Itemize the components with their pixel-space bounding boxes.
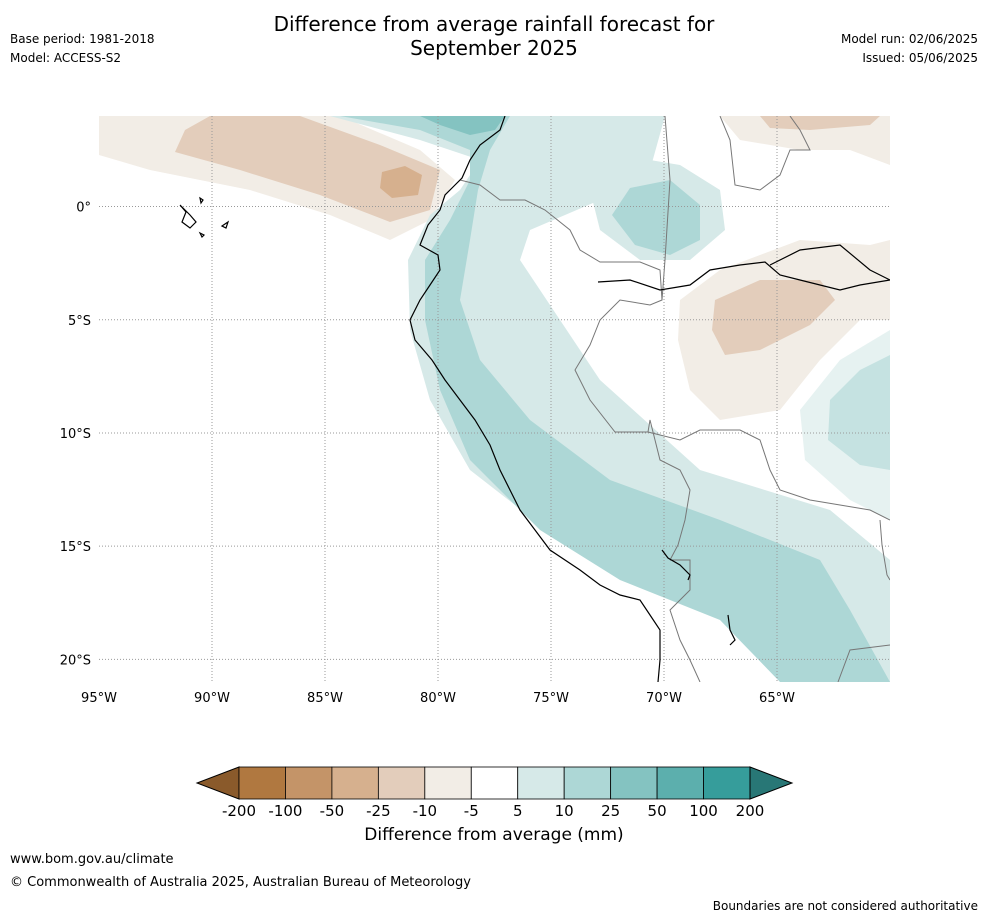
colorbar-tick: 5	[513, 802, 523, 820]
lon-label: 95°W	[81, 691, 117, 706]
colorbar-swatch	[703, 766, 751, 800]
coastline	[179, 116, 890, 682]
lon-label: 80°W	[420, 691, 456, 706]
footer-url: www.bom.gov.au/climate	[10, 852, 174, 867]
country-borders	[459, 116, 890, 682]
colorbar	[195, 766, 794, 800]
colorbar-tick: -10	[413, 802, 438, 820]
colorbar-swatch	[238, 766, 286, 800]
colorbar-extend-high	[749, 766, 794, 800]
colorbar-swatch	[377, 766, 426, 800]
issued-date: Issued: 05/06/2025	[862, 51, 978, 65]
title-line-1: Difference from average rainfall forecas…	[273, 12, 715, 36]
colorbar-tick: -50	[320, 802, 345, 820]
lat-label: 5°S	[68, 314, 91, 329]
lon-label: 90°W	[194, 691, 230, 706]
lon-label: 70°W	[646, 691, 682, 706]
colorbar-tick: 100	[689, 802, 718, 820]
colorbar-swatch	[285, 766, 333, 800]
lat-label: 10°S	[60, 427, 91, 442]
base-period: Base period: 1981-2018	[10, 32, 155, 46]
colorbar-swatch	[470, 766, 519, 800]
model-name: Model: ACCESS-S2	[10, 51, 122, 65]
colorbar-tick-labels: -200 -100 -50 -25 -10 -5 5 10 25 50 100 200	[222, 802, 764, 820]
lon-label: 85°W	[307, 691, 343, 706]
colorbar-label: Difference from average (mm)	[364, 825, 624, 845]
model-run: Model run: 02/06/2025	[840, 32, 978, 46]
latitude-labels: 0° 5°S 10°S 15°S 20°S	[60, 201, 91, 669]
colorbar-tick: 10	[555, 802, 574, 820]
colorbar-tick: 50	[648, 802, 667, 820]
colorbar-swatch	[563, 766, 612, 800]
colorbar-swatch	[610, 766, 658, 800]
colorbar-tick: -5	[464, 802, 479, 820]
map-frame	[99, 116, 890, 682]
colorbar-extend-low	[195, 766, 240, 800]
lon-label: 75°W	[533, 691, 569, 706]
colorbar-swatch	[424, 766, 472, 800]
lon-label: 65°W	[759, 691, 795, 706]
footer-disclaimer: Boundaries are not considered authoritat…	[712, 899, 978, 913]
lat-label: 0°	[76, 201, 91, 216]
colorbar-swatch	[331, 766, 379, 800]
colorbar-tick: 25	[601, 802, 620, 820]
colorbar-swatch	[517, 766, 565, 800]
lat-label: 20°S	[60, 653, 91, 668]
colorbar-swatch	[656, 766, 704, 800]
anomaly-fields	[99, 116, 890, 682]
colorbar-tick: 200	[736, 802, 765, 820]
footer-copyright: © Commonwealth of Australia 2025, Austra…	[10, 875, 471, 890]
colorbar-tick: -200	[222, 802, 256, 820]
title-line-2: September 2025	[410, 36, 578, 60]
gridlines	[99, 116, 890, 682]
longitude-labels: 95°W 90°W 85°W 80°W 75°W 70°W 65°W	[81, 691, 795, 706]
colorbar-tick: -25	[366, 802, 391, 820]
map-title: Difference from average rainfall forecas…	[194, 12, 794, 60]
colorbar-tick: -100	[268, 802, 302, 820]
meta-left: Base period: 1981-2018 Model: ACCESS-S2	[10, 30, 155, 68]
meta-right: Model run: 02/06/2025 Issued: 05/06/2025	[841, 30, 978, 68]
lat-label: 15°S	[60, 540, 91, 555]
